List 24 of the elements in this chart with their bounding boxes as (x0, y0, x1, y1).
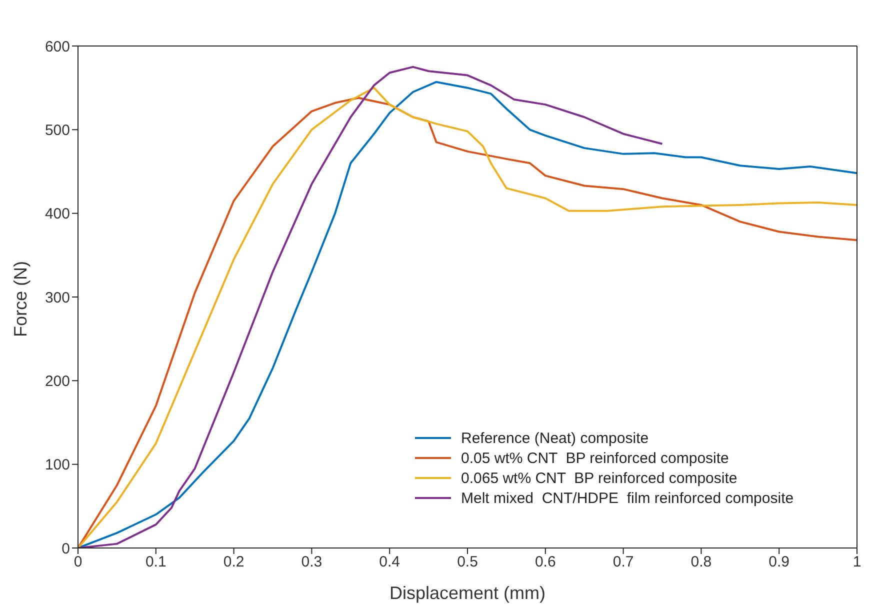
y-tick-label: 0 (62, 540, 70, 558)
y-tick-label: 600 (44, 38, 70, 56)
y-tick-label: 300 (44, 289, 70, 306)
y-tick-label: 500 (44, 122, 70, 139)
y-tick-label: 400 (44, 206, 70, 223)
legend-label: 0.065 wt% CNT BP reinforced composite (461, 470, 738, 486)
x-tick-label: 0.3 (301, 554, 322, 571)
x-tick-label: 0 (74, 554, 82, 571)
x-tick-label: 1 (852, 554, 862, 571)
x-axis-title: Displacement (mm) (389, 582, 546, 603)
y-tick-label: 100 (44, 456, 70, 474)
legend-label: 0.05 wt% CNT BP reinforced composite (461, 450, 729, 466)
x-tick-label: 0.5 (457, 554, 478, 571)
x-tick-label: 0.7 (612, 554, 634, 571)
x-tick-label: 0.6 (534, 554, 556, 571)
y-tick-label: 200 (44, 372, 70, 390)
legend-label: Melt mixed CNT/HDPE film reinforced composite (461, 490, 794, 506)
x-tick-label: 0.1 (145, 554, 166, 571)
x-tick-label: 0.4 (379, 554, 400, 571)
x-tick-label: 0.8 (690, 554, 712, 571)
x-tick-label: 0.2 (223, 554, 244, 571)
legend-label: Reference (Neat) composite (461, 430, 649, 446)
x-tick-label: 0.9 (768, 554, 790, 571)
y-axis-title: Force (N) (10, 261, 30, 337)
